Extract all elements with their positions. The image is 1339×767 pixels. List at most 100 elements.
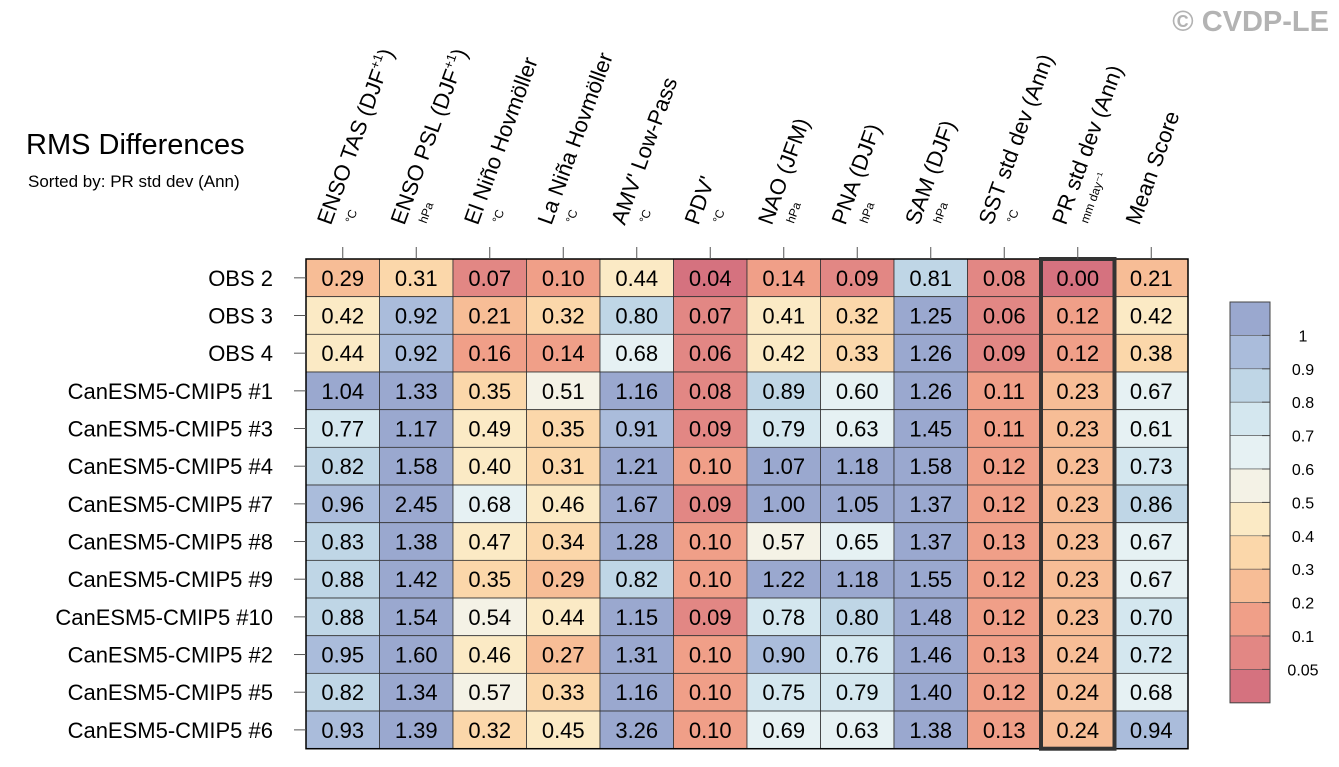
colorbar-tick-label: 0.3 <box>1292 562 1314 579</box>
watermark: © CVDP-LE <box>1172 6 1329 38</box>
cell-value-label: 0.67 <box>1130 379 1173 404</box>
cell-value-label: 0.07 <box>689 304 732 329</box>
colorbar-segment <box>1229 602 1271 637</box>
colorbar-segment <box>1229 435 1271 470</box>
heatmap-cell <box>599 296 674 335</box>
heatmap-cell <box>967 446 1042 486</box>
heatmap-cell <box>599 446 674 486</box>
heatmap-cell <box>1114 484 1189 524</box>
cell-value-label: 1.37 <box>909 492 952 517</box>
colorbar-tick-label: 0.5 <box>1292 495 1314 512</box>
heatmap-cell <box>526 484 601 524</box>
cell-value-label: 0.08 <box>689 379 732 404</box>
cell-value-label: 0.83 <box>321 530 364 555</box>
cell-value-label: 0.31 <box>395 266 438 291</box>
cell-value-label: 1.26 <box>909 379 952 404</box>
cell-value-label: 1.16 <box>615 680 658 705</box>
heatmap-cell <box>526 333 601 373</box>
cell-value-label: 1.39 <box>395 718 438 743</box>
heatmap-cell <box>673 635 748 674</box>
colorbar-segment <box>1229 368 1271 403</box>
cell-value-label: 0.88 <box>321 605 364 630</box>
cell-value-label: 0.35 <box>542 417 585 442</box>
row-label: CanESM5-CMIP5 #4 <box>68 454 273 479</box>
heatmap-cell <box>893 296 968 335</box>
column-unit-label: °C <box>1004 207 1022 225</box>
colorbar-segment <box>1229 301 1271 336</box>
cell-value-label: 0.12 <box>1056 304 1099 329</box>
colorbar: 1 0.9 0.8 0.7 0.6 0.5 0.4 0.3 0.2 0.1 0.05 <box>1229 301 1319 704</box>
cell-value-label: 0.00 <box>1056 266 1099 291</box>
row-label: CanESM5-CMIP5 #8 <box>68 530 273 555</box>
heatmap-cell <box>452 672 527 712</box>
heatmap-cell <box>820 559 895 599</box>
cell-value-label: 1.58 <box>909 454 952 479</box>
cell-value-label: 1.04 <box>321 379 364 404</box>
cell-value-label: 1.21 <box>615 454 658 479</box>
cell-value-label: 1.25 <box>909 304 952 329</box>
cell-value-label: 0.16 <box>468 341 511 366</box>
cell-value-label: 0.04 <box>689 266 732 291</box>
cell-value-label: 0.10 <box>689 680 732 705</box>
cell-value-label: 0.92 <box>395 341 438 366</box>
cell-value-label: 0.91 <box>615 417 658 442</box>
cell-value-label: 0.12 <box>983 567 1026 592</box>
cell-value-label: 0.13 <box>983 643 1026 668</box>
heatmap-cell <box>673 672 748 712</box>
heatmap-cell <box>1040 446 1115 486</box>
colorbar-tick-label: 0.6 <box>1292 462 1314 479</box>
cell-value-label: 0.93 <box>321 718 364 743</box>
heatmap-cell <box>1114 635 1189 674</box>
row-label: CanESM5-CMIP5 #10 <box>55 605 273 630</box>
cell-value-label: 1.37 <box>909 530 952 555</box>
row-label: CanESM5-CMIP5 #1 <box>68 379 273 404</box>
cell-value-label: 0.10 <box>542 266 585 291</box>
cell-value-label: 1.26 <box>909 341 952 366</box>
cell-value-label: 0.42 <box>1130 304 1173 329</box>
cell-value-label: 0.94 <box>1130 718 1173 743</box>
colorbar-segment <box>1229 535 1271 570</box>
column-label: AMV' Low-Pass <box>606 74 682 228</box>
heatmap-cell <box>379 258 454 298</box>
cell-value-label: 0.42 <box>762 341 805 366</box>
cell-value-label: 0.09 <box>836 266 879 291</box>
heatmap-cell <box>673 371 748 411</box>
cell-value-label: 0.78 <box>762 605 805 630</box>
cell-value-label: 0.69 <box>762 718 805 743</box>
heatmap-cell <box>1040 371 1115 411</box>
cell-value-label: 0.44 <box>542 605 585 630</box>
row-labels: OBS 2 OBS 3 OBS 4 CanESM5-CMIP5 #1 CanESM5-C… <box>55 266 306 743</box>
cell-value-label: 1.16 <box>615 379 658 404</box>
heatmap-cell <box>893 333 968 373</box>
cell-value-label: 0.82 <box>615 567 658 592</box>
heatmap-cell <box>893 710 968 750</box>
cell-value-label: 1.15 <box>615 605 658 630</box>
cell-value-label: 0.23 <box>1056 417 1099 442</box>
cell-value-label: 0.12 <box>983 680 1026 705</box>
cell-value-label: 0.47 <box>468 530 511 555</box>
cell-value-label: 0.11 <box>984 417 1025 442</box>
heatmap-cell <box>305 559 380 599</box>
cell-value-label: 0.06 <box>689 341 732 366</box>
colorbar-tick-label: 0.05 <box>1287 662 1318 679</box>
heatmap-cell <box>1114 333 1189 373</box>
heatmap-cell <box>599 710 674 750</box>
cell-value-label: 0.38 <box>1130 341 1173 366</box>
heatmap-cell <box>820 672 895 712</box>
cell-value-label: 0.73 <box>1130 454 1173 479</box>
cell-value-label: 0.12 <box>1056 341 1099 366</box>
heatmap-cell <box>967 371 1042 411</box>
heatmap-cell <box>967 484 1042 524</box>
cell-value-label: 0.60 <box>836 379 879 404</box>
heatmap-cell <box>820 258 895 298</box>
heatmap-cell <box>893 597 968 637</box>
cell-value-label: 0.68 <box>468 492 511 517</box>
heatmap-cell <box>893 484 968 524</box>
cell-value-label: 0.67 <box>1130 567 1173 592</box>
colorbar-segment <box>1229 568 1271 603</box>
row-label: OBS 3 <box>208 304 273 329</box>
cell-value-label: 1.05 <box>836 492 879 517</box>
cell-value-label: 0.67 <box>1130 530 1173 555</box>
cell-value-label: 0.63 <box>836 718 879 743</box>
